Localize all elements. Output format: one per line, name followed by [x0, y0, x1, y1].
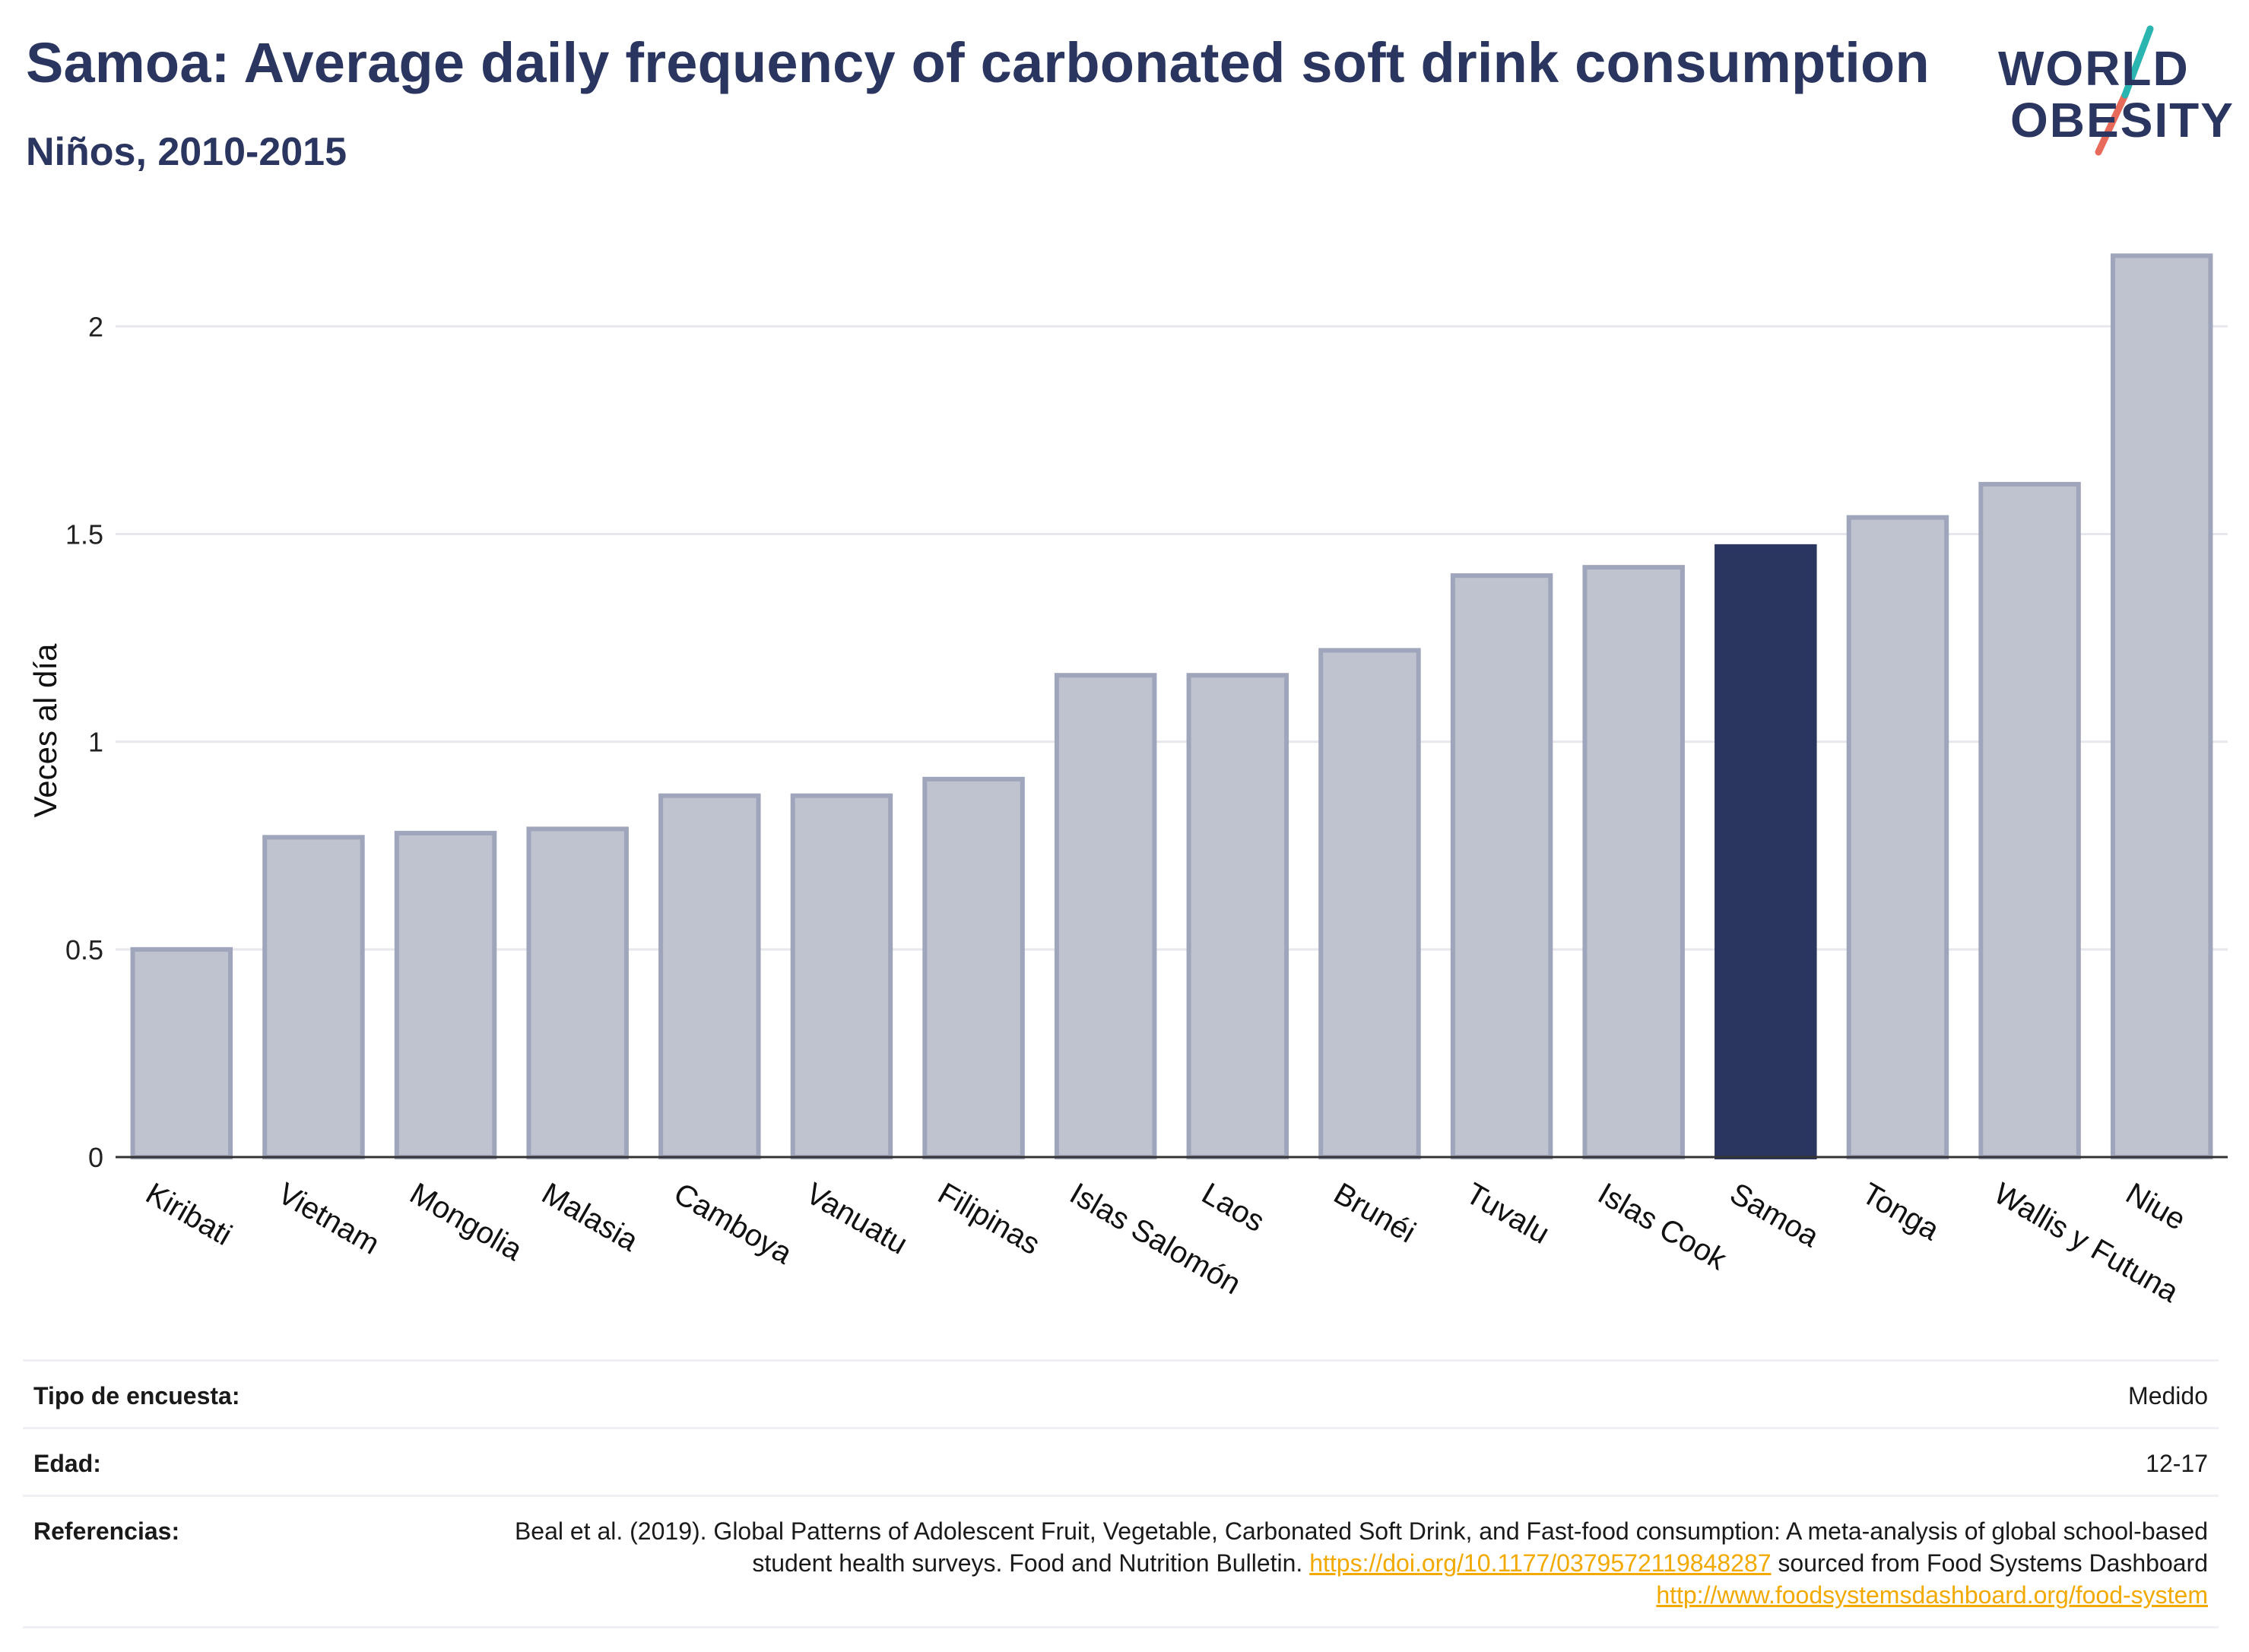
dashboard-link[interactable]: http://www.foodsystemsdashboard.org/food… [1656, 1581, 2208, 1609]
bar-camboya[interactable] [658, 793, 761, 1159]
references-value: Beal et al. (2019). Global Patterns of A… [459, 1515, 2208, 1611]
x-tick-label: Camboya [668, 1177, 798, 1271]
logo-slash-icon [2095, 25, 2154, 156]
bar-islas-cook[interactable] [1582, 565, 1685, 1159]
x-tick-label: Mongolia [404, 1177, 528, 1268]
x-tick-label: Samoa [1724, 1177, 1825, 1254]
age-value: 12-17 [2146, 1450, 2208, 1477]
references-label: Referencias: [33, 1517, 180, 1545]
logo-text-world: WORLD [1998, 41, 2190, 96]
x-tick-label: Brunéi [1328, 1177, 1421, 1250]
survey-type-value: Medido [2128, 1382, 2208, 1409]
x-tick-label: Filipinas [932, 1177, 1045, 1261]
doi-link[interactable]: https://doi.org/10.1177/0379572119848287 [1309, 1549, 1772, 1577]
bar-tonga[interactable] [1846, 515, 1949, 1160]
references-row: Referencias: Beal et al. (2019). Global … [23, 1495, 2219, 1628]
bar-tuvalu[interactable] [1450, 573, 1553, 1160]
age-row: Edad: 12-17 [23, 1427, 2219, 1495]
x-tick-label: Tonga [1856, 1177, 1945, 1248]
x-tick-label: Vietnam [272, 1177, 385, 1261]
bar-vietnam[interactable] [262, 835, 365, 1159]
x-tick-label: Vanuatu [800, 1177, 912, 1261]
logo-text-obesity: OBESITY [2010, 93, 2235, 147]
y-axis-label: Veces al día [27, 643, 63, 817]
x-tick-label: Niue [2121, 1177, 2191, 1237]
chart-title: Samoa: Average daily frequency of carbon… [26, 31, 1930, 94]
age-label: Edad: [33, 1450, 101, 1477]
y-axis-ticks: 0 0.5 1 1.5 2 [65, 311, 103, 1173]
bar-samoa[interactable] [1715, 544, 1817, 1159]
bar-laos[interactable] [1186, 673, 1289, 1159]
bar-malasia[interactable] [526, 826, 629, 1159]
y-tick-label: 1.5 [65, 518, 103, 550]
bars [130, 253, 2213, 1160]
reference-text: Beal et al. (2019). Global Patterns of A… [514, 1517, 2208, 1577]
x-tick-label: Tuvalu [1461, 1177, 1556, 1251]
bar-kiribati[interactable] [130, 946, 233, 1159]
bar-chart: 0 0.5 1 1.5 2 Kiribati Vietnam Mongolia Malasia… [27, 253, 2228, 1309]
bar-wallis-y-futuna[interactable] [1978, 481, 2081, 1159]
bar-islas-salom-n[interactable] [1054, 673, 1157, 1159]
y-tick-label: 2 [88, 311, 103, 342]
x-axis-labels: Kiribati Vietnam Mongolia Malasia Camboya Van… [140, 1177, 2191, 1309]
chart-subtitle: Niños, 2010-2015 [26, 130, 347, 174]
bar-niue[interactable] [2110, 253, 2213, 1160]
y-tick-label: 0 [88, 1142, 103, 1173]
y-tick-label: 0.5 [65, 934, 103, 966]
reference-source-text: sourced from Food Systems Dashboard [1778, 1549, 2208, 1577]
survey-type-row: Tipo de encuesta: Medido [23, 1359, 2219, 1427]
y-tick-label: 1 [88, 727, 103, 758]
x-tick-label: Malasia [536, 1177, 644, 1258]
world-obesity-logo: WORLD OBESITY [1977, 23, 2233, 160]
bar-mongolia[interactable] [394, 830, 497, 1159]
x-tick-label: Laos [1196, 1177, 1270, 1238]
survey-type-label: Tipo de encuesta: [33, 1382, 240, 1409]
x-tick-label: Islas Cook [1592, 1177, 1733, 1277]
bar-brun-i[interactable] [1318, 648, 1421, 1159]
info-table: Tipo de encuesta: Medido Edad: 12-17 Ref… [23, 1359, 2219, 1628]
bar-vanuatu[interactable] [790, 793, 893, 1159]
bar-filipinas[interactable] [922, 776, 1025, 1159]
x-tick-label: Kiribati [140, 1177, 237, 1252]
